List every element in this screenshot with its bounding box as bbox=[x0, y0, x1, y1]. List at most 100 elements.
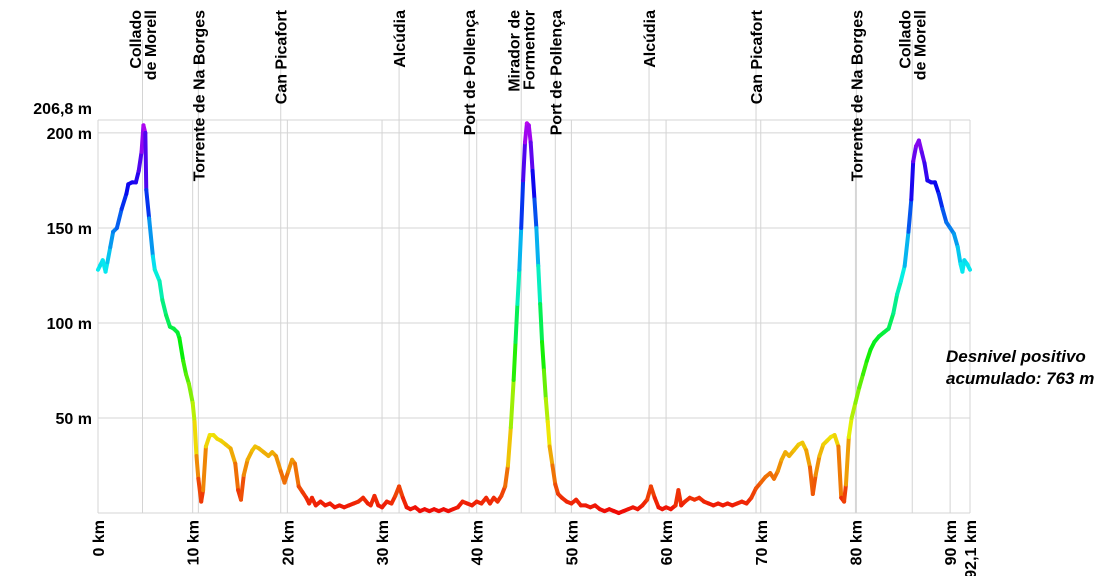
profile-segment bbox=[503, 463, 510, 489]
profile-segment bbox=[519, 178, 526, 230]
profile-segment bbox=[517, 225, 524, 272]
y-tick-label: 150 m bbox=[47, 221, 92, 238]
profile-segment bbox=[521, 140, 528, 183]
profile-segment bbox=[842, 482, 848, 504]
profile-segment bbox=[241, 457, 250, 477]
profile-segment bbox=[273, 453, 283, 474]
waypoint-label: Alcúdia bbox=[392, 10, 409, 68]
x-tick-label: 40 km bbox=[470, 520, 487, 565]
profile-segment bbox=[857, 372, 866, 390]
profile-segment bbox=[530, 168, 537, 202]
waypoint-label: Torrente de Na Borges bbox=[849, 10, 866, 181]
profile-segment bbox=[397, 484, 405, 500]
profile-segment bbox=[532, 197, 539, 230]
profile-segment bbox=[861, 358, 869, 377]
profile-segment bbox=[543, 396, 550, 424]
x-tick-label: 80 km bbox=[848, 520, 865, 565]
y-axis-labels: 50 m 100 m 150 m 200 m 206,8 m bbox=[33, 101, 92, 428]
profile-segment bbox=[534, 225, 541, 268]
profile-segment bbox=[648, 484, 657, 500]
x-axis-labels: 0 km 10 km 20 km 30 km 40 km 50 km 60 km 70 km 8… bbox=[91, 520, 980, 576]
waypoint-label: Port de Pollença bbox=[462, 10, 479, 135]
profile-segment bbox=[105, 244, 113, 265]
profile-segment bbox=[160, 298, 169, 318]
annotation-line-1: Desnivel positivo bbox=[946, 347, 1086, 366]
profile-segment bbox=[157, 279, 165, 303]
y-tick-label: 206,8 m bbox=[33, 101, 92, 118]
profile-segment bbox=[143, 130, 149, 192]
y-tick-label: 100 m bbox=[47, 316, 92, 333]
profile-segment bbox=[203, 433, 212, 449]
profile-segment bbox=[536, 263, 543, 306]
x-tick-label: 10 km bbox=[186, 520, 203, 565]
y-tick-label: 200 m bbox=[47, 126, 92, 143]
profile-segment bbox=[511, 339, 518, 382]
elevation-gain-annotation: Desnivel positivo acumulado: 763 m bbox=[946, 346, 1111, 390]
profile-segment bbox=[192, 419, 199, 458]
profile-segment bbox=[119, 191, 129, 211]
profile-segment bbox=[940, 206, 949, 225]
waypoint-label: Can Picafort bbox=[749, 9, 766, 104]
x-tick-label: 50 km bbox=[564, 520, 581, 565]
profile-segment bbox=[190, 400, 197, 424]
elevation-profile-line bbox=[96, 121, 972, 515]
profile-segment bbox=[965, 262, 972, 272]
waypoint-label: Can Picafort bbox=[274, 9, 291, 104]
profile-segment bbox=[886, 311, 896, 331]
x-tick-label: 20 km bbox=[280, 520, 297, 565]
profile-segment bbox=[932, 180, 941, 196]
profile-segment bbox=[508, 377, 516, 430]
profile-segment bbox=[906, 197, 914, 234]
profile-segment bbox=[936, 191, 945, 211]
profile-segment bbox=[775, 457, 784, 474]
profile-segment bbox=[898, 263, 907, 284]
profile-segment bbox=[849, 400, 858, 420]
y-tick-label: 50 m bbox=[56, 411, 92, 428]
x-tick-label: 70 km bbox=[754, 520, 771, 565]
profile-segment bbox=[895, 279, 903, 297]
grid bbox=[97, 40, 971, 514]
waypoint-label: Formentor bbox=[522, 10, 539, 90]
profile-segment bbox=[164, 313, 172, 329]
profile-segment bbox=[804, 448, 812, 470]
profile-segment bbox=[523, 121, 529, 145]
profile-segment bbox=[891, 292, 900, 316]
profile-segment bbox=[676, 488, 684, 508]
profile-segment bbox=[541, 368, 548, 401]
profile-segment bbox=[902, 229, 911, 268]
profile-segment bbox=[911, 144, 919, 164]
profile-segment bbox=[922, 161, 930, 183]
profile-segment bbox=[194, 453, 201, 481]
profile-segment bbox=[233, 461, 241, 493]
profile-segment bbox=[550, 463, 558, 487]
profile-segment bbox=[813, 453, 822, 477]
profile-segment bbox=[177, 336, 186, 363]
profile-segment bbox=[540, 339, 546, 373]
profile-segment bbox=[538, 301, 545, 344]
profile-segment bbox=[228, 446, 238, 466]
profile-segment bbox=[810, 472, 818, 496]
profile-segment bbox=[505, 425, 513, 468]
x-tick-label: 92,1 km bbox=[963, 520, 980, 576]
waypoint-label: Alcúdia bbox=[642, 10, 659, 68]
waypoint-label: de Morell bbox=[913, 10, 930, 80]
waypoint-label: Torrente de Na Borges bbox=[191, 10, 208, 181]
profile-segment bbox=[528, 140, 535, 173]
profile-segment bbox=[513, 301, 520, 344]
profile-segment bbox=[108, 229, 116, 249]
profile-segment bbox=[547, 444, 555, 468]
profile-segment bbox=[147, 216, 155, 259]
profile-segment bbox=[909, 159, 916, 202]
profile-segment bbox=[853, 385, 862, 405]
profile-segment bbox=[186, 381, 195, 405]
profile-segment bbox=[526, 123, 533, 145]
profile-segment bbox=[136, 149, 144, 173]
waypoint-label: Port de Pollença bbox=[548, 10, 565, 135]
profile-segment bbox=[152, 267, 162, 284]
profile-segment bbox=[846, 415, 854, 439]
profile-segment bbox=[832, 433, 841, 449]
waypoint-label: Collado bbox=[898, 10, 915, 69]
profile-segment bbox=[114, 206, 124, 230]
waypoint-label: de Morell bbox=[143, 10, 160, 80]
